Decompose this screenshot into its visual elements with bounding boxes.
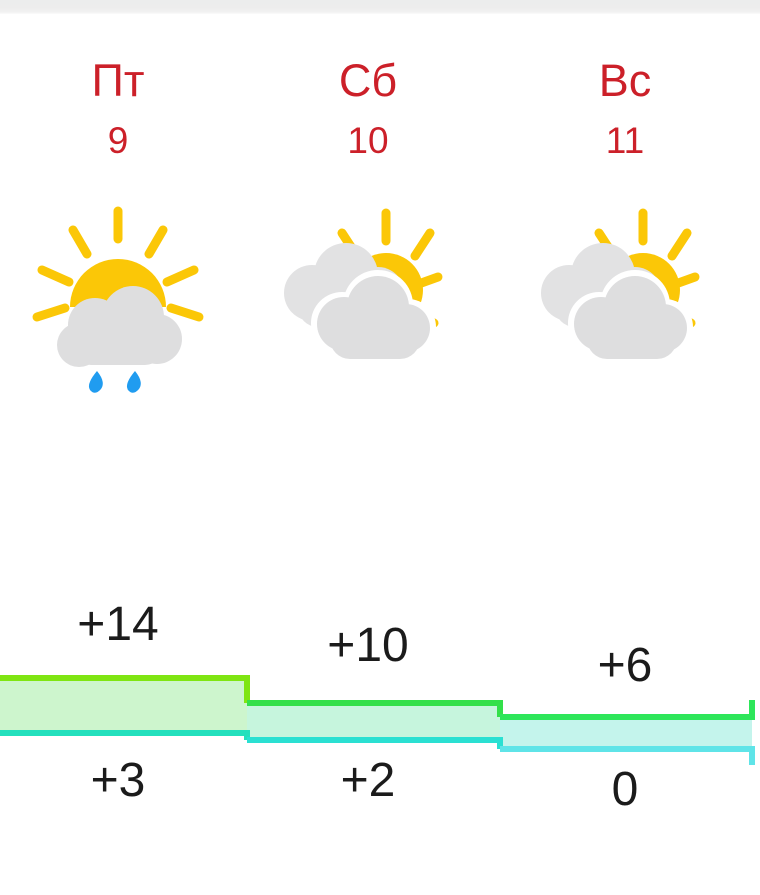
min-temp-label: +3 bbox=[90, 754, 146, 807]
day-header: Сб 10 bbox=[243, 58, 493, 159]
forecast-day-column[interactable]: Вс 11 bbox=[500, 0, 750, 895]
day-header: Вс 11 bbox=[500, 58, 750, 159]
window-top-strip bbox=[0, 0, 760, 14]
sun-behind-clouds-icon bbox=[541, 208, 700, 361]
min-temp-label: 0 bbox=[611, 763, 639, 816]
min-temp-label: +2 bbox=[340, 754, 396, 807]
day-date-label: 9 bbox=[107, 120, 129, 161]
day-date-label: 11 bbox=[605, 120, 645, 161]
sun-behind-clouds-icon bbox=[284, 208, 443, 361]
weather-icon-slot bbox=[0, 205, 243, 405]
day-header: Пт 9 bbox=[0, 58, 243, 159]
day-date-label: 10 bbox=[347, 120, 389, 161]
forecast-day-column[interactable]: Пт 9 bbox=[0, 0, 243, 895]
max-temp-label: +10 bbox=[327, 619, 409, 672]
forecast-day-column[interactable]: Сб 10 bbox=[243, 0, 493, 895]
weather-icon-slot bbox=[500, 205, 750, 405]
day-name-label: Сб bbox=[338, 55, 398, 106]
weather-icon-slot bbox=[243, 205, 493, 405]
max-temp-label: +14 bbox=[77, 598, 159, 651]
day-name-label: Пт bbox=[91, 55, 145, 106]
max-temp-label: +6 bbox=[597, 639, 653, 692]
sun-behind-cloud-rain-icon bbox=[32, 206, 204, 393]
day-name-label: Вс bbox=[598, 55, 652, 106]
